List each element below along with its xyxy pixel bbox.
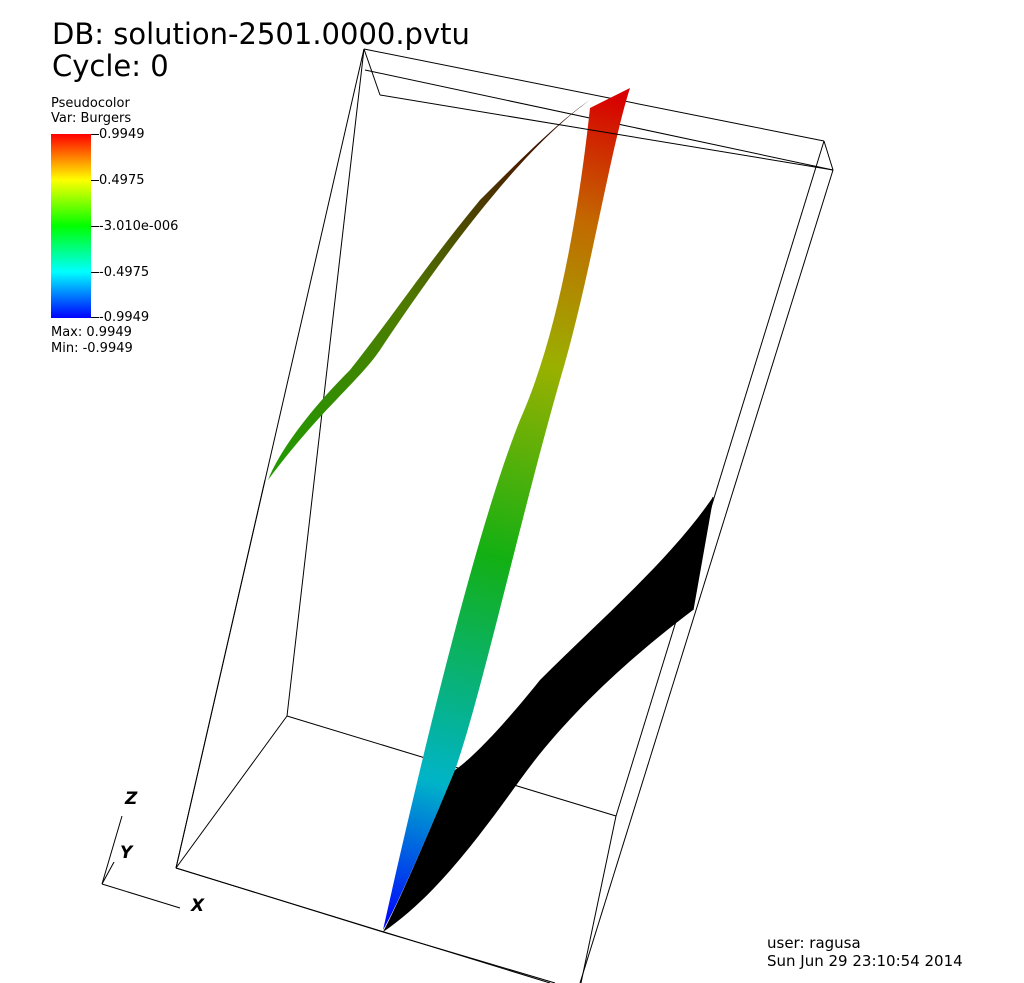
colorbar-tick: [91, 317, 99, 318]
legend-min: Min: -0.9949: [51, 341, 133, 356]
colorbar-tick: [91, 180, 99, 181]
bounding-box-front: [175, 94, 834, 983]
upper-surface-strip: [268, 100, 590, 480]
colorbar-tick: [91, 134, 99, 135]
colorbar-tick-label: 0.9949: [99, 127, 145, 142]
shadow-surface: [383, 497, 713, 932]
colorbar-tick-label: -3.010e-006: [99, 219, 179, 234]
colorbar-tick: [91, 226, 99, 227]
axis-y-label: Y: [120, 843, 133, 863]
colorbar-tick: [91, 272, 99, 273]
cycle-label: Cycle: 0: [52, 49, 169, 83]
legend-variable: Var: Burgers: [51, 111, 132, 126]
colorbar-tick-label: 0.4975: [99, 173, 145, 188]
colorbar-tick-label: -0.4975: [99, 265, 150, 280]
main-surface-strip: [383, 88, 630, 930]
date-annotation: Sun Jun 29 23:10:54 2014: [767, 952, 963, 970]
database-title: DB: solution-2501.0000.pvtu: [52, 17, 470, 51]
legend-max: Max: 0.9949: [51, 325, 132, 340]
legend-plot-type: Pseudocolor: [51, 96, 130, 111]
user-annotation: user: ragusa: [767, 934, 861, 952]
axis-triad: [101, 815, 181, 909]
axis-x-label: X: [191, 896, 205, 916]
colorbar-tick-label: -0.9949: [99, 310, 150, 325]
axis-z-label: Z: [125, 789, 138, 809]
colorbar: [51, 134, 91, 318]
